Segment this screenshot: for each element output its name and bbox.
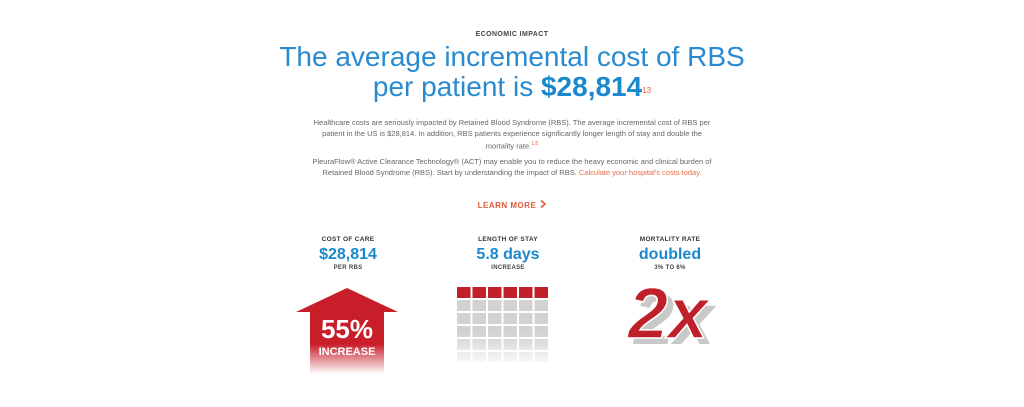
stat-mortality-rate: MORTALITY RATE doubled 3% TO 6%: [580, 236, 760, 271]
house-label: INCREASE: [319, 346, 376, 358]
stat-length-of-stay: LENGTH OF STAY 5.8 days INCREASE: [418, 236, 598, 271]
act-paragraph: PleuraFlow® Active Clearance Technology®…: [312, 157, 712, 178]
house-increase-graphic: 55% INCREASE: [292, 286, 402, 374]
intro-footnote-link[interactable]: 1,5: [531, 141, 539, 147]
house-percent: 55%: [321, 314, 373, 344]
headline-line2-prefix: per patient is: [372, 71, 541, 102]
headline-footnote-link[interactable]: 13: [642, 86, 652, 95]
stat-label: COST OF CARE: [321, 236, 375, 243]
mortality-2x-graphic: 2x 2x: [612, 273, 722, 360]
calculate-costs-link[interactable]: Calculate your hospital's costs today.: [578, 167, 702, 177]
eyebrow: ECONOMIC IMPACT: [475, 31, 549, 38]
stat-cost-of-care: COST OF CARE $28,814 PER RBS: [258, 236, 438, 271]
act-text: PleuraFlow® Active Clearance Technology®…: [312, 157, 712, 177]
stat-label: MORTALITY RATE: [639, 236, 701, 243]
stat-sub: PER RBS: [333, 265, 363, 271]
page-title: The average incremental cost of RBS per …: [0, 42, 1024, 102]
length-of-stay-grid: [456, 286, 548, 364]
intro-paragraph: Healthcare costs are seriously impacted …: [312, 118, 712, 152]
stat-sub: 3% TO 6%: [654, 265, 686, 271]
chevron-right-icon: [540, 199, 547, 210]
stat-label: LENGTH OF STAY: [478, 236, 538, 243]
learn-more-label: LEARN MORE: [477, 201, 537, 210]
headline-amount: $28,814: [540, 71, 643, 102]
intro-text: Healthcare costs are seriously impacted …: [313, 118, 711, 151]
learn-more-button[interactable]: LEARN MORE: [0, 199, 1024, 210]
twox-text: 2x: [626, 274, 711, 354]
stat-value: 5.8 days: [476, 246, 540, 263]
stat-value: $28,814: [319, 246, 377, 263]
headline-line1: The average incremental cost of RBS: [279, 41, 745, 72]
stat-sub: INCREASE: [491, 265, 525, 271]
twox-shadow: 2x: [632, 280, 717, 356]
stat-value: doubled: [638, 246, 702, 263]
